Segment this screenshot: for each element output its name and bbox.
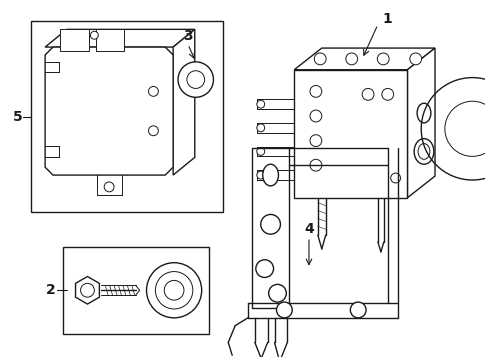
Circle shape: [381, 89, 393, 100]
Circle shape: [390, 173, 400, 183]
Text: 3: 3: [183, 29, 192, 43]
Polygon shape: [173, 30, 194, 175]
Text: 2: 2: [46, 283, 56, 297]
Circle shape: [268, 284, 286, 302]
Circle shape: [309, 135, 321, 147]
Text: 1: 1: [382, 12, 392, 26]
Text: 5: 5: [13, 110, 22, 124]
Circle shape: [345, 53, 357, 65]
Circle shape: [255, 260, 273, 278]
Ellipse shape: [413, 139, 433, 164]
Polygon shape: [407, 48, 434, 198]
Circle shape: [276, 302, 292, 318]
Polygon shape: [45, 30, 194, 47]
Polygon shape: [294, 48, 434, 70]
Circle shape: [256, 100, 264, 108]
Circle shape: [90, 31, 98, 39]
Circle shape: [309, 85, 321, 97]
Circle shape: [309, 159, 321, 171]
Circle shape: [256, 124, 264, 132]
Bar: [96, 30, 123, 51]
Polygon shape: [45, 47, 173, 175]
Circle shape: [362, 89, 373, 100]
Bar: [63, 247, 208, 334]
Circle shape: [314, 53, 325, 65]
Circle shape: [409, 53, 421, 65]
Bar: [294, 70, 407, 198]
Circle shape: [256, 171, 264, 179]
Bar: [31, 21, 223, 212]
Circle shape: [186, 71, 204, 89]
Ellipse shape: [417, 144, 429, 159]
Bar: [60, 30, 89, 51]
Circle shape: [146, 263, 201, 318]
Circle shape: [81, 283, 94, 297]
Circle shape: [178, 62, 213, 97]
Polygon shape: [75, 276, 99, 304]
Circle shape: [256, 148, 264, 156]
Circle shape: [104, 182, 114, 192]
Circle shape: [309, 110, 321, 122]
Circle shape: [164, 280, 183, 300]
Circle shape: [148, 86, 158, 96]
Circle shape: [349, 302, 366, 318]
Circle shape: [155, 271, 192, 309]
Circle shape: [148, 126, 158, 136]
Circle shape: [260, 215, 280, 234]
Ellipse shape: [416, 103, 430, 123]
Circle shape: [377, 53, 388, 65]
Ellipse shape: [262, 164, 278, 186]
Text: 4: 4: [304, 222, 313, 236]
